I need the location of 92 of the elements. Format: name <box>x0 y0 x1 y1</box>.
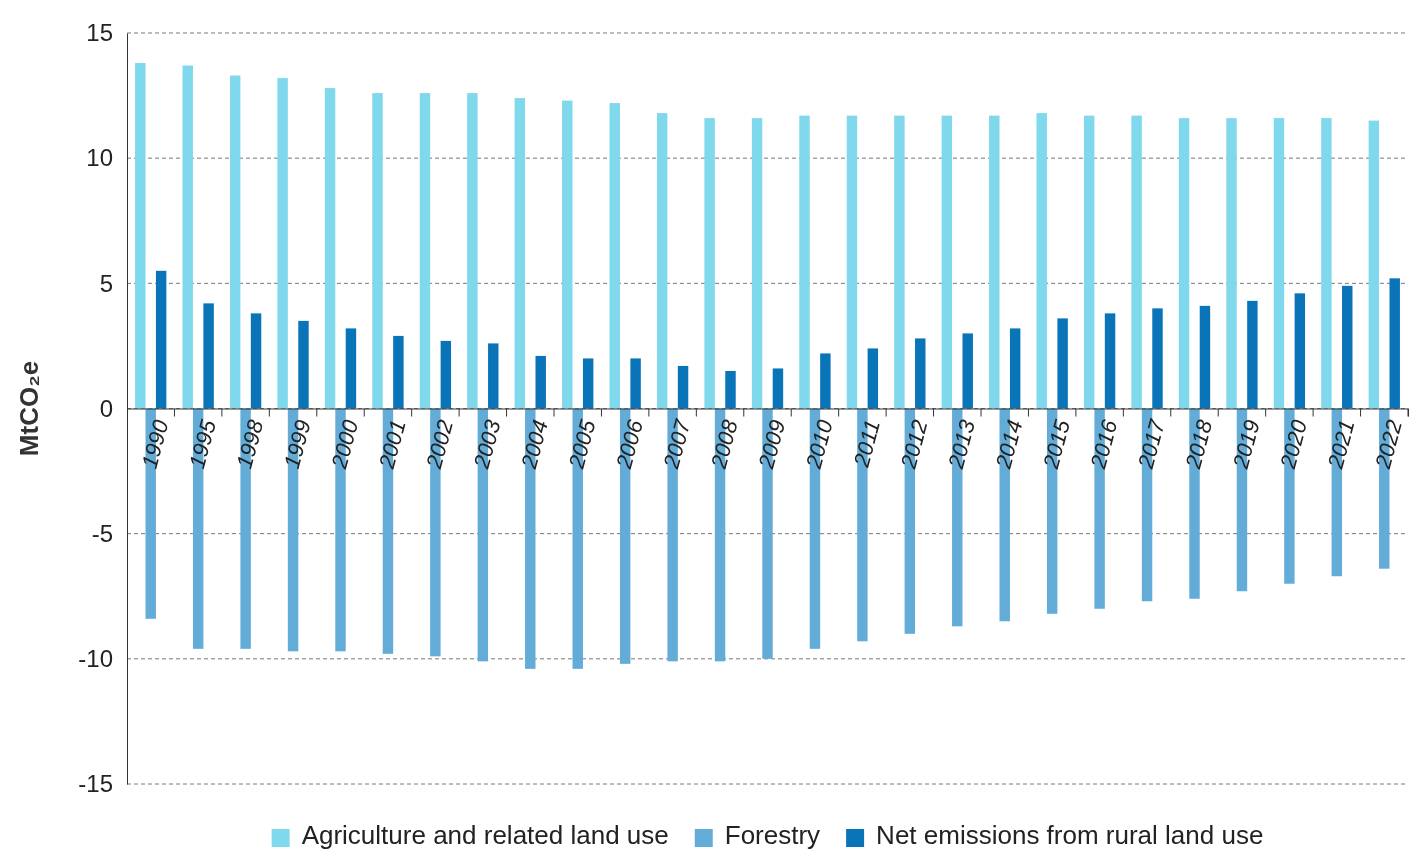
x-tick-label: 2014 <box>990 417 1028 473</box>
x-tick-label: 2020 <box>1275 416 1313 473</box>
bar <box>656 113 668 409</box>
bar <box>440 340 452 409</box>
bar <box>1368 120 1380 409</box>
x-tick-label: 2017 <box>1132 416 1170 473</box>
legend-label: Forestry <box>724 820 821 850</box>
bar <box>894 115 905 409</box>
bar <box>867 348 879 409</box>
bar <box>229 75 241 409</box>
x-tick-label: 2015 <box>1037 416 1076 473</box>
bar <box>1342 285 1353 409</box>
x-tick-label: 2016 <box>1085 416 1123 473</box>
x-tick-label: 2018 <box>1180 416 1218 473</box>
bar <box>1009 328 1021 409</box>
bar <box>1294 293 1306 409</box>
bar <box>1152 308 1163 409</box>
x-tick-label: 1998 <box>231 416 269 472</box>
x-tick-label: 1990 <box>136 416 174 472</box>
bar <box>1273 118 1285 409</box>
bar <box>488 343 499 409</box>
bar <box>582 358 594 409</box>
x-tick-label: 2003 <box>468 416 506 473</box>
x-tick-label: 2002 <box>421 417 459 473</box>
bar <box>393 335 404 409</box>
y-tick-label: -15 <box>78 770 113 798</box>
bar <box>203 303 214 409</box>
bar <box>1178 118 1190 409</box>
bar <box>535 355 546 409</box>
bar <box>820 353 831 409</box>
bar <box>345 328 357 409</box>
bar <box>1083 115 1095 409</box>
bar <box>1036 113 1047 409</box>
x-tick-label: 2013 <box>942 416 981 473</box>
x-tick-label: 1999 <box>278 417 316 472</box>
x-tick-label: 2001 <box>373 417 411 473</box>
x-tick-label: 2010 <box>800 416 838 473</box>
legend-label: Agriculture and related land use <box>301 820 669 850</box>
bar <box>751 118 763 409</box>
bar <box>1389 278 1400 409</box>
x-tick-label: 2022 <box>1369 417 1407 473</box>
y-axis-title: MtCO₂e <box>14 360 44 457</box>
x-tick-label: 2021 <box>1322 417 1360 473</box>
x-tick-label: 2006 <box>610 416 649 473</box>
bar <box>941 115 953 409</box>
y-tick-label: 5 <box>99 269 113 297</box>
x-tick-label: 2012 <box>895 417 933 473</box>
bar <box>609 103 620 409</box>
x-tick-label: 2000 <box>326 416 364 473</box>
bar <box>182 65 193 409</box>
bar <box>772 368 784 409</box>
bar <box>514 98 526 409</box>
bar <box>419 93 431 409</box>
x-tick-label: 2005 <box>563 416 601 473</box>
bar <box>467 93 478 409</box>
x-tick-label: 2008 <box>705 416 743 473</box>
bar <box>1321 118 1332 409</box>
bar <box>677 365 689 409</box>
y-tick-label: 15 <box>86 19 113 47</box>
y-tick-label: -10 <box>78 645 113 673</box>
bar <box>704 118 715 409</box>
bar <box>989 115 1000 409</box>
bar <box>135 63 146 409</box>
x-tick-label: 2011 <box>848 417 886 471</box>
x-tick-label: 2019 <box>1227 417 1265 473</box>
bar <box>725 370 736 409</box>
bar <box>155 270 167 409</box>
x-tick-label: 1995 <box>184 416 222 472</box>
bar <box>915 338 926 409</box>
bar <box>1199 305 1211 409</box>
bar <box>1247 300 1258 409</box>
x-tick-label: 2007 <box>658 416 696 473</box>
bar <box>1057 318 1068 409</box>
bar <box>372 93 383 409</box>
bar <box>250 313 262 409</box>
bar <box>562 100 573 409</box>
bar <box>1104 313 1116 409</box>
y-tick-label: 0 <box>99 394 113 422</box>
bar <box>277 78 288 409</box>
bar <box>324 88 336 409</box>
y-tick-label: 10 <box>86 144 113 172</box>
x-tick-label: 2004 <box>515 417 553 473</box>
x-tick-label: 2009 <box>753 417 791 473</box>
bar <box>1226 118 1237 409</box>
bar <box>630 358 641 409</box>
bar <box>962 333 973 409</box>
bar <box>846 115 858 409</box>
bar <box>298 320 309 409</box>
y-tick-label: -5 <box>91 519 113 547</box>
legend-label: Net emissions from rural land use <box>876 820 1264 850</box>
bar <box>799 115 810 409</box>
bar <box>1131 115 1142 409</box>
